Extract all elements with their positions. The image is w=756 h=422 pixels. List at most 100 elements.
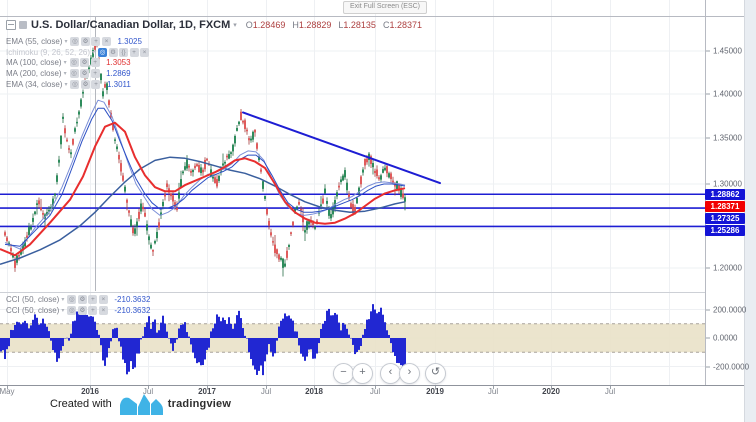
add-icon[interactable]: + bbox=[90, 69, 100, 79]
cci-tick-label: -200.0000 bbox=[706, 362, 749, 371]
trendline-layer bbox=[242, 111, 441, 185]
chevron-down-icon[interactable]: ▾ bbox=[64, 38, 68, 45]
ohlc-high: H1.28829 bbox=[292, 20, 332, 30]
indicator-row-ema34: EMA (34, close) ▾ ◎ ⚙ + 1.3011 bbox=[6, 80, 131, 90]
gear-icon[interactable]: ⚙ bbox=[80, 58, 90, 68]
gear-icon[interactable]: ⚙ bbox=[80, 80, 90, 90]
cci-histogram bbox=[0, 304, 406, 376]
time-axis-label: 2017 bbox=[198, 387, 216, 396]
price-tick-label: 1.45000 bbox=[706, 47, 742, 56]
eye-icon[interactable]: ◎ bbox=[69, 58, 79, 68]
time-tick bbox=[207, 386, 208, 389]
time-axis-label: Jul bbox=[487, 387, 499, 396]
ohlc-low: L1.28135 bbox=[338, 20, 376, 30]
chevron-down-icon[interactable]: ▾ bbox=[61, 296, 65, 303]
gear-icon[interactable]: ⚙ bbox=[77, 305, 87, 315]
legend-collapse-icon[interactable] bbox=[6, 20, 16, 30]
add-icon[interactable]: + bbox=[88, 294, 98, 304]
eye-icon[interactable]: ◎ bbox=[98, 47, 108, 57]
exit-fullscreen-button[interactable]: Exit Full Screen (ESC) bbox=[343, 1, 428, 14]
chevron-down-icon[interactable]: ▾ bbox=[63, 71, 67, 78]
price-axis[interactable]: 1.45000 1.40000 1.35000 1.30000 1.20000 200.0… bbox=[705, 0, 749, 385]
time-tick bbox=[493, 386, 494, 389]
eye-icon[interactable]: ◎ bbox=[69, 69, 79, 79]
candles-layer bbox=[4, 39, 406, 277]
indicator-value: -210.3632 bbox=[114, 294, 151, 304]
time-tick bbox=[375, 386, 376, 389]
price-level-badge: 1.25286 bbox=[705, 224, 745, 236]
indicator-row-ema55: EMA (55, close) ▾ ◎ ⚙ + × 1.3025 bbox=[6, 36, 142, 46]
time-axis-label: 2020 bbox=[542, 387, 560, 396]
close-icon[interactable]: × bbox=[140, 47, 150, 57]
time-axis-label: Jul bbox=[604, 387, 616, 396]
price-level-badge: 1.28862 bbox=[705, 188, 745, 200]
tradingview-logo bbox=[119, 394, 163, 415]
scroll-left-button[interactable]: ‹ bbox=[380, 363, 401, 384]
indicator-value: -210.3632 bbox=[114, 305, 151, 315]
add-icon[interactable]: + bbox=[90, 58, 100, 68]
add-icon[interactable]: + bbox=[88, 305, 98, 315]
close-icon[interactable]: × bbox=[98, 305, 108, 315]
eye-icon[interactable]: ◎ bbox=[67, 294, 77, 304]
close-icon[interactable]: × bbox=[101, 36, 111, 46]
overlay-line-ma100[interactable] bbox=[0, 121, 406, 257]
zoom-out-button[interactable]: − bbox=[333, 363, 354, 384]
chart-source-icon[interactable] bbox=[19, 21, 27, 29]
add-icon[interactable]: + bbox=[129, 47, 139, 57]
symbol-title[interactable]: U.S. Dollar/Canadian Dollar, 1D, FXCM bbox=[31, 19, 231, 31]
time-axis-label: Jul bbox=[142, 387, 154, 396]
cci-tick-label: 0.0000 bbox=[706, 334, 737, 343]
indicator-value: 1.3053 bbox=[106, 58, 131, 68]
overlay-line-ema55[interactable] bbox=[4, 107, 406, 247]
indicator-value: 1.3011 bbox=[106, 80, 131, 90]
overlay-line-ma200[interactable] bbox=[0, 156, 406, 266]
scroll-right-button[interactable]: › bbox=[399, 363, 420, 384]
zoom-in-button[interactable]: + bbox=[352, 363, 373, 384]
time-axis-label: 2016 bbox=[81, 387, 99, 396]
time-tick bbox=[435, 386, 436, 389]
watermark-brand: tradingview bbox=[167, 398, 232, 410]
indicator-row-ma100: MA (100, close) ▾ ◎ ⚙ + 1.3053 bbox=[6, 58, 131, 68]
chevron-down-icon[interactable]: ▾ bbox=[63, 60, 67, 67]
gear-icon[interactable]: ⚙ bbox=[108, 47, 118, 57]
source-code-icon[interactable]: {} bbox=[119, 47, 129, 57]
time-tick bbox=[551, 386, 552, 389]
eye-icon[interactable]: ◎ bbox=[70, 80, 80, 90]
cci-tick-label: 200.0000 bbox=[706, 305, 746, 314]
time-axis-label: 2018 bbox=[305, 387, 323, 396]
gear-icon[interactable]: ⚙ bbox=[77, 294, 87, 304]
price-tick-label: 1.30000 bbox=[706, 180, 742, 189]
price-tick-label: 1.20000 bbox=[706, 264, 742, 273]
eye-icon[interactable]: ◎ bbox=[67, 305, 77, 315]
main-legend: U.S. Dollar/Canadian Dollar, 1D, FXCM ▾ … bbox=[6, 19, 422, 90]
time-axis-label: Jul bbox=[260, 387, 272, 396]
add-icon[interactable]: + bbox=[91, 80, 101, 90]
chevron-down-icon[interactable]: ▾ bbox=[64, 82, 68, 89]
reset-view-button[interactable]: ↺ bbox=[425, 363, 446, 384]
chevron-down-icon[interactable]: ▾ bbox=[233, 22, 237, 29]
indicator-row-cci-1: CCI (50, close) ▾ ◎ ⚙ + × -210.3632 bbox=[6, 294, 151, 304]
chevron-down-icon[interactable]: ▾ bbox=[92, 49, 96, 56]
close-icon[interactable]: × bbox=[98, 294, 108, 304]
time-tick bbox=[148, 386, 149, 389]
time-axis-border bbox=[0, 385, 745, 386]
time-tick bbox=[610, 386, 611, 389]
eye-icon[interactable]: ◎ bbox=[70, 36, 80, 46]
add-icon[interactable]: + bbox=[91, 36, 101, 46]
symbol-title-row: U.S. Dollar/Canadian Dollar, 1D, FXCM ▾ … bbox=[6, 19, 422, 31]
price-tick-label: 1.40000 bbox=[706, 90, 742, 99]
indicator-row-ma200: MA (200, close) ▾ ◎ ⚙ + 1.2869 bbox=[6, 69, 131, 79]
indicator-value: 1.3025 bbox=[117, 36, 142, 46]
time-axis[interactable]: May 2016 Jul 2017 Jul 2018 Jul 2019 Jul 2020 Jul bbox=[0, 386, 705, 398]
time-tick bbox=[7, 386, 8, 389]
chevron-down-icon[interactable]: ▾ bbox=[61, 307, 65, 314]
pane-divider[interactable] bbox=[0, 292, 705, 293]
trendline[interactable] bbox=[242, 111, 441, 185]
indicator-row-cci-2: CCI (50, close) ▾ ◎ ⚙ + × -210.3632 bbox=[6, 305, 151, 315]
gear-icon[interactable]: ⚙ bbox=[80, 36, 90, 46]
price-tick-label: 1.35000 bbox=[706, 134, 742, 143]
gear-icon[interactable]: ⚙ bbox=[80, 69, 90, 79]
overlay-lines-layer bbox=[0, 99, 406, 266]
chart-canvas[interactable] bbox=[0, 0, 705, 385]
